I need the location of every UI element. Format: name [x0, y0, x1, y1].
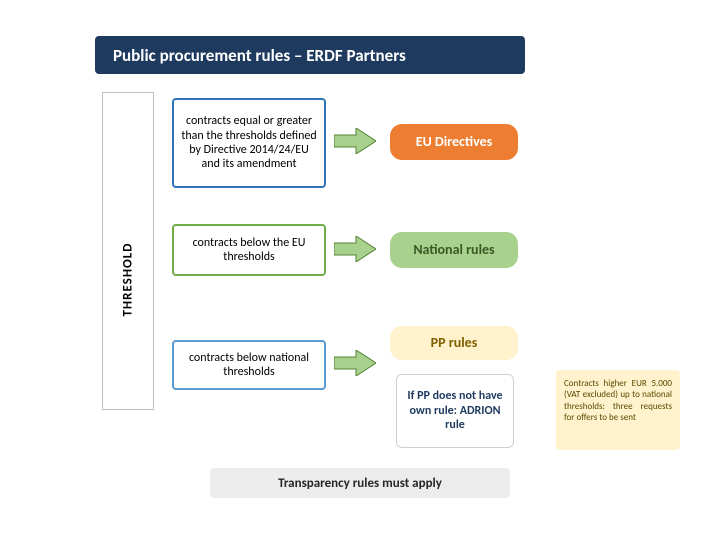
rule-text: National rules [413, 242, 494, 259]
note-box: Contracts higher EUR 5.000 (VAT excluded… [556, 370, 680, 450]
source-box-national: contracts below the EU thresholds [172, 224, 326, 276]
source-box-eu: contracts equal or greater than the thre… [172, 98, 326, 188]
rule-box-adrion: If PP does not have own rule: ADRION rul… [396, 374, 514, 448]
rule-box-eu-directives: EU Directives [390, 124, 518, 160]
threshold-label: THRESHOLD [121, 230, 136, 330]
title-text: Public procurement rules – ERDF Partners [113, 45, 406, 66]
source-text: contracts below national thresholds [180, 351, 318, 380]
footer-bar: Transparency rules must apply [210, 468, 510, 498]
arrow-icon [334, 350, 376, 376]
source-text: contracts below the EU thresholds [180, 236, 318, 265]
title-bar: Public procurement rules – ERDF Partners [95, 36, 525, 74]
source-text: contracts equal or greater than the thre… [180, 114, 318, 172]
rule-text: If PP does not have own rule: ADRION rul… [403, 389, 507, 432]
rule-text: PP rules [431, 335, 478, 352]
arrow-icon [334, 128, 376, 154]
source-box-subnational: contracts below national thresholds [172, 340, 326, 390]
rule-text: EU Directives [416, 134, 492, 151]
rule-box-national-rules: National rules [390, 232, 518, 268]
note-text: Contracts higher EUR 5.000 (VAT excluded… [564, 378, 672, 423]
arrow-icon [334, 236, 376, 262]
footer-text: Transparency rules must apply [278, 476, 442, 491]
rule-box-pp-rules: PP rules [390, 326, 518, 360]
